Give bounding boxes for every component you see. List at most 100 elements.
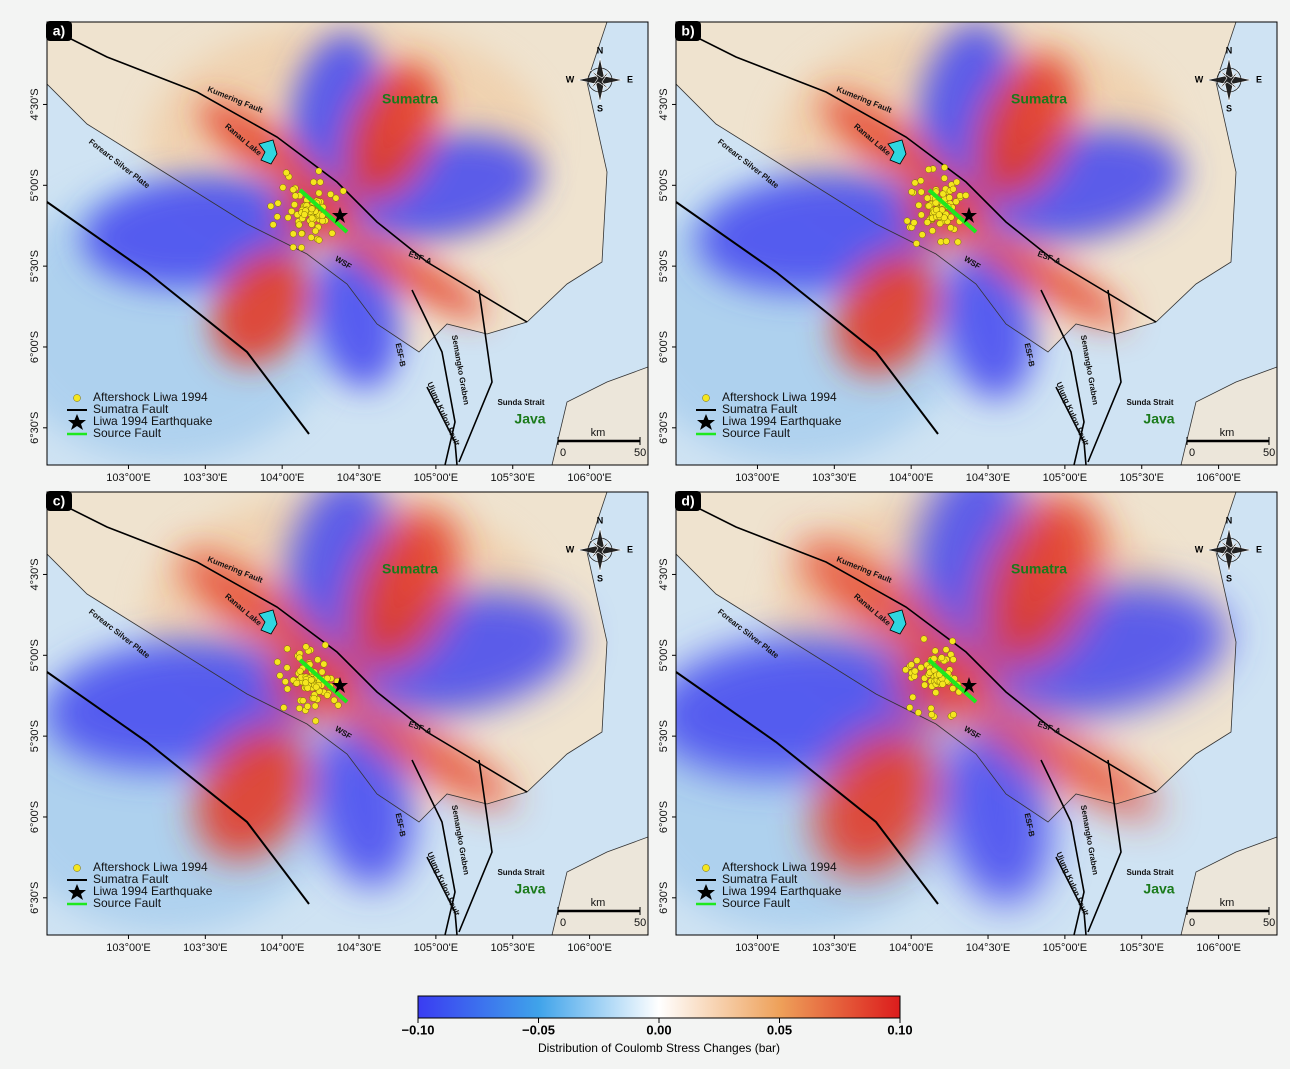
- aftershock: [943, 646, 949, 652]
- aftershock: [902, 667, 908, 673]
- aftershock: [937, 220, 943, 226]
- aftershock: [322, 642, 328, 648]
- aftershock: [316, 237, 322, 243]
- colorbar-tick-label: 0.10: [887, 1022, 912, 1037]
- aftershock: [310, 179, 316, 185]
- aftershock: [953, 198, 959, 204]
- panel-label: a): [53, 23, 65, 39]
- legend-symbol: [74, 865, 81, 872]
- aftershock: [300, 697, 306, 703]
- aftershock: [913, 240, 919, 246]
- aftershock: [327, 191, 333, 197]
- colorbar-tick-label: 0.00: [646, 1022, 671, 1037]
- place-label: Sunda Strait: [1126, 398, 1173, 407]
- place-label: Java: [1143, 881, 1174, 897]
- compass-letter: N: [1226, 45, 1233, 55]
- compass-letter: S: [597, 573, 603, 583]
- aftershock: [932, 648, 938, 654]
- scale-label: 0: [1189, 447, 1195, 459]
- panels: Kumering FaultRanau LakeSumatraForearc S…: [0, 14, 1277, 954]
- aftershock: [904, 218, 910, 224]
- aftershock: [929, 228, 935, 234]
- scale-label: 0: [560, 917, 566, 929]
- scale-unit: km: [591, 427, 606, 439]
- scale-label: 0: [1189, 917, 1195, 929]
- lon-tick-label: 104°00'E: [260, 942, 304, 954]
- lat-tick-label: 5°30'S: [29, 720, 41, 752]
- place-label: Java: [514, 881, 545, 897]
- compass-letter: E: [1256, 544, 1262, 554]
- lat-tick-label: 4°30'S: [29, 558, 41, 590]
- place-label: Sumatra: [1011, 91, 1067, 107]
- aftershock: [908, 189, 914, 195]
- aftershock: [288, 208, 294, 214]
- aftershock: [312, 718, 318, 724]
- lon-tick-label: 105°00'E: [1043, 942, 1087, 954]
- aftershock: [943, 238, 949, 244]
- colorbar: Distribution of Coulomb Stress Changes (…: [402, 996, 913, 1055]
- aftershock: [297, 668, 303, 674]
- aftershock: [950, 186, 956, 192]
- place-label: Java: [1143, 411, 1174, 427]
- aftershock: [312, 703, 318, 709]
- lon-tick-label: 103°00'E: [735, 472, 779, 484]
- aftershock: [908, 662, 914, 668]
- aftershock: [313, 684, 319, 690]
- compass-letter: W: [1195, 74, 1204, 84]
- scale-label: 50: [634, 447, 646, 459]
- aftershock: [290, 244, 296, 250]
- aftershock: [925, 166, 931, 172]
- aftershock: [296, 705, 302, 711]
- legend-label: Source Fault: [93, 426, 162, 440]
- aftershock: [284, 665, 290, 671]
- lon-tick-label: 106°00'E: [567, 472, 611, 484]
- compass-letter: S: [597, 103, 603, 113]
- lat-tick-label: 5°30'S: [658, 720, 670, 752]
- aftershock: [941, 175, 947, 181]
- lat-tick-label: 4°30'S: [29, 88, 41, 120]
- lat-tick-label: 6°30'S: [29, 882, 41, 914]
- aftershock: [907, 704, 913, 710]
- aftershock: [329, 230, 335, 236]
- aftershock: [940, 191, 946, 197]
- legend-symbol: [703, 395, 710, 402]
- compass-letter: E: [1256, 74, 1262, 84]
- panel-label: d): [681, 493, 694, 509]
- aftershock: [914, 657, 920, 663]
- aftershock: [296, 222, 302, 228]
- aftershock: [918, 189, 924, 195]
- aftershock: [274, 659, 280, 665]
- colorbar-title: Distribution of Coulomb Stress Changes (…: [538, 1041, 780, 1055]
- aftershock: [963, 192, 969, 198]
- aftershock: [308, 234, 314, 240]
- aftershock: [321, 661, 327, 667]
- lon-tick-label: 103°00'E: [106, 942, 150, 954]
- lon-tick-label: 105°30'E: [491, 942, 535, 954]
- place-label: Sunda Strait: [497, 868, 544, 877]
- aftershock: [912, 668, 918, 674]
- aftershock: [919, 231, 925, 237]
- legend-label: Source Fault: [93, 896, 162, 910]
- aftershock: [921, 636, 927, 642]
- aftershock: [284, 686, 290, 692]
- colorbar-ramp: [418, 996, 900, 1018]
- lon-tick-label: 103°30'E: [183, 942, 227, 954]
- lon-tick-label: 104°30'E: [966, 942, 1010, 954]
- aftershock: [275, 200, 281, 206]
- lat-tick-label: 6°00'S: [29, 801, 41, 833]
- aftershock: [340, 188, 346, 194]
- aftershock: [298, 230, 304, 236]
- lat-tick-label: 5°00'S: [29, 169, 41, 201]
- lat-tick-label: 5°00'S: [658, 639, 670, 671]
- lon-tick-label: 104°00'E: [260, 472, 304, 484]
- lat-tick-label: 5°00'S: [29, 639, 41, 671]
- colorbar-tick-label: 0.05: [767, 1022, 792, 1037]
- place-label: Sumatra: [382, 91, 438, 107]
- compass-letter: S: [1226, 573, 1232, 583]
- place-label: Java: [514, 411, 545, 427]
- aftershock: [324, 692, 330, 698]
- lat-tick-label: 6°30'S: [658, 412, 670, 444]
- lat-tick-label: 4°30'S: [658, 558, 670, 590]
- aftershock: [283, 170, 289, 176]
